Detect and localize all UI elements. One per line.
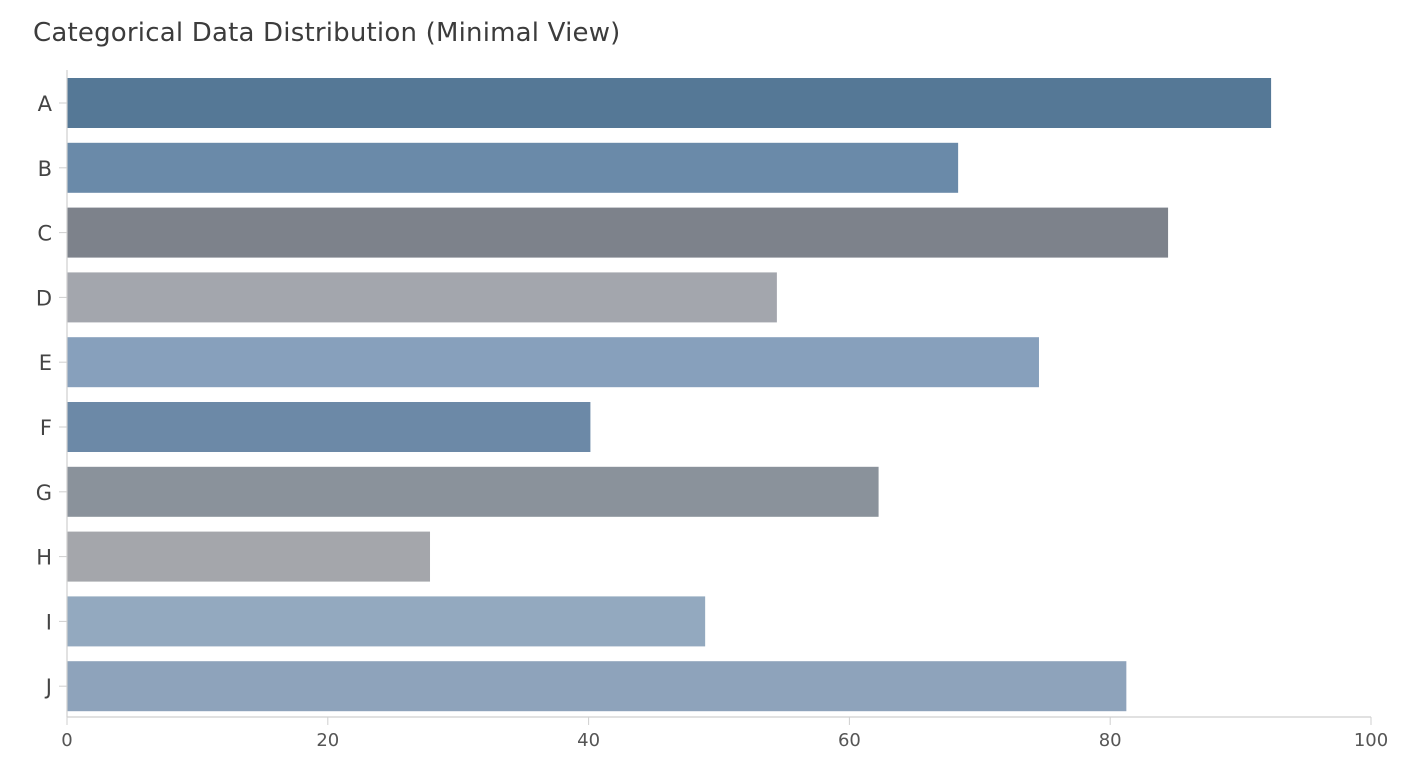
bar-d	[67, 272, 777, 323]
category-label-f: F	[40, 416, 52, 440]
bar-e	[67, 337, 1039, 388]
x-tick-label: 40	[577, 730, 600, 751]
chart-title: Categorical Data Distribution (Minimal V…	[33, 18, 621, 48]
category-label-i: I	[46, 610, 52, 634]
category-label-h: H	[36, 546, 52, 570]
bars-layer	[67, 78, 1272, 712]
axes-layer: A B C D E F G H I J 0 20 40 60 80 100	[36, 70, 1388, 751]
category-label-g: G	[36, 481, 52, 505]
x-tick-label: 0	[61, 730, 72, 751]
bar-j	[67, 661, 1127, 712]
x-tick-label: 20	[316, 730, 339, 751]
bar-g	[67, 466, 879, 517]
bar-c	[67, 207, 1169, 258]
category-label-d: D	[36, 286, 52, 310]
bar-i	[67, 596, 706, 647]
x-tick-label: 100	[1354, 730, 1388, 751]
bar-b	[67, 142, 959, 193]
bar-f	[67, 402, 591, 452]
bar-a	[67, 78, 1272, 128]
x-tick-label: 80	[1099, 730, 1122, 751]
category-label-b: B	[38, 157, 52, 181]
category-label-a: A	[38, 92, 53, 116]
x-tick-label: 60	[838, 730, 861, 751]
category-label-e: E	[39, 351, 52, 375]
category-label-c: C	[37, 222, 52, 246]
bar-h	[67, 531, 431, 582]
category-label-j: J	[44, 675, 52, 699]
